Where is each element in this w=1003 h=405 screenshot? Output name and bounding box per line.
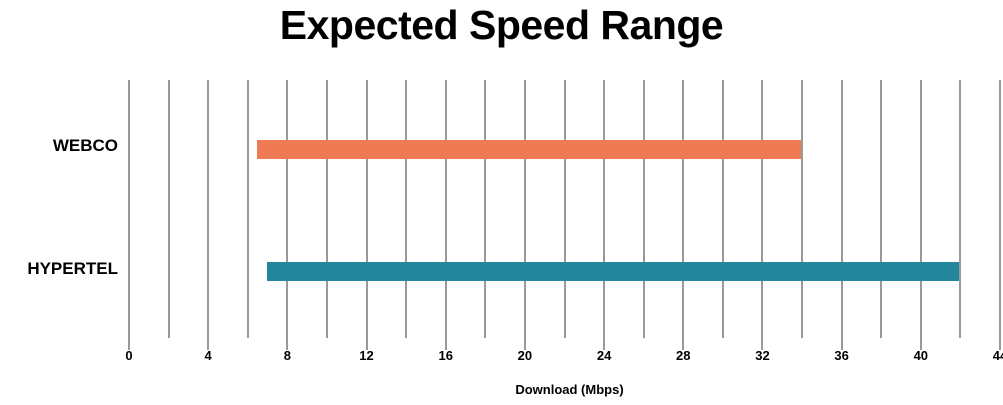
gridline <box>207 80 210 338</box>
tick-mark <box>999 338 1001 350</box>
gridline <box>286 80 289 338</box>
x-axis-title-text: Download (Mbps) <box>515 382 624 397</box>
category-label-hypertel: HYPERTEL <box>27 259 118 278</box>
gridline <box>642 80 645 338</box>
tick-label: 20 <box>517 348 533 363</box>
tick-mark <box>207 338 210 350</box>
tick-mark <box>444 338 447 350</box>
tick-label: 0 <box>125 348 133 363</box>
gridline <box>919 80 922 338</box>
tick-label: 36 <box>834 348 849 363</box>
gridline <box>721 80 724 338</box>
tick-mark <box>840 338 843 350</box>
tick-label: 4 <box>204 348 212 363</box>
gridline <box>405 80 408 338</box>
tick-label: 40 <box>913 348 929 363</box>
tick-label: 32 <box>755 348 770 363</box>
gridline <box>999 80 1001 338</box>
tick-label: 16 <box>438 348 453 363</box>
tick-mark <box>523 338 526 350</box>
tick-label: 44 <box>992 348 1003 363</box>
gridline <box>603 80 606 338</box>
tick-label: 28 <box>676 348 691 363</box>
gridline <box>246 80 249 338</box>
gridline <box>128 80 130 338</box>
gridline <box>840 80 843 338</box>
tick-label: 24 <box>596 348 612 363</box>
gridline <box>801 80 804 338</box>
tick-mark <box>603 338 606 350</box>
tick-mark <box>286 338 289 350</box>
plot-area <box>128 80 1001 338</box>
gridline <box>167 80 170 338</box>
x-axis-title: Download (Mbps) <box>0 382 1003 397</box>
tick-label: 8 <box>283 348 291 363</box>
tick-mark <box>919 338 922 350</box>
gridline <box>563 80 566 338</box>
gridline <box>682 80 685 338</box>
gridline <box>484 80 487 338</box>
gridline <box>444 80 447 338</box>
gridline <box>523 80 526 338</box>
range-bar <box>256 140 802 159</box>
gridline <box>365 80 368 338</box>
gridline <box>880 80 883 338</box>
tick-label: 12 <box>359 348 374 363</box>
gridline <box>325 80 328 338</box>
tick-mark <box>128 338 130 350</box>
tick-mark <box>761 338 764 350</box>
gridline <box>761 80 764 338</box>
chart-title: Expected Speed Range <box>279 2 724 48</box>
tick-mark <box>682 338 685 350</box>
range-bar <box>266 262 960 281</box>
category-label-webco: WEBCO <box>52 136 118 155</box>
tick-mark <box>365 338 368 350</box>
gridline <box>959 80 962 338</box>
